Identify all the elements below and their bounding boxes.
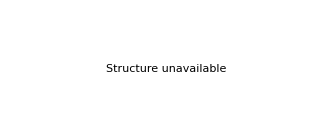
Text: Structure unavailable: Structure unavailable [106,64,227,73]
